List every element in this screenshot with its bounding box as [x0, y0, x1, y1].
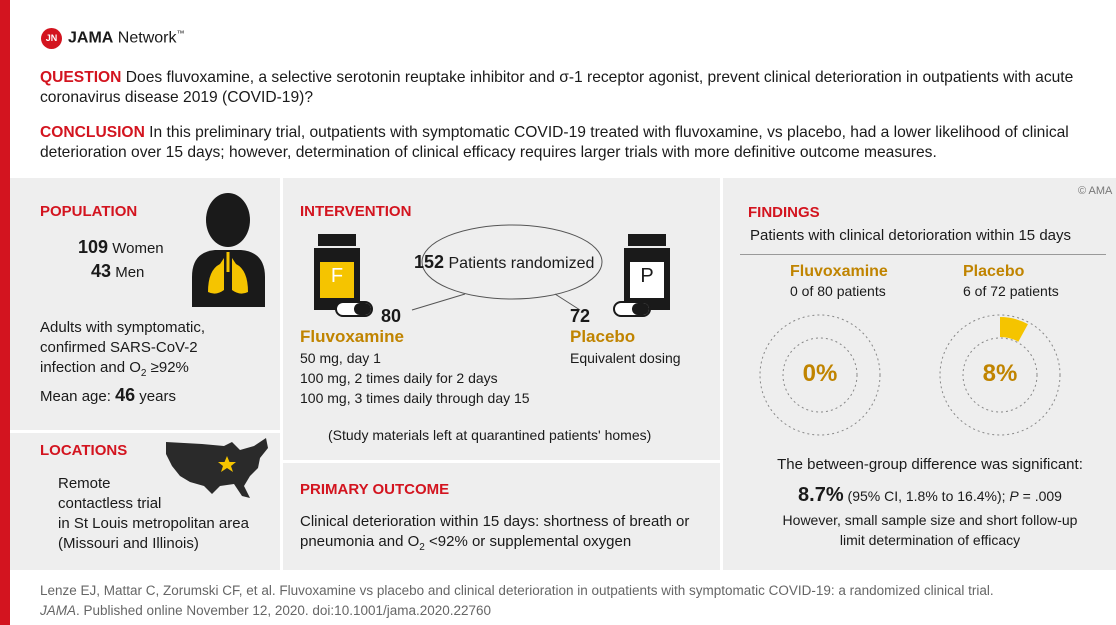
fluvoxamine-detail: 0 of 80 patients	[790, 283, 886, 299]
outcome-panel	[283, 463, 720, 570]
copyright: © AMA	[1078, 185, 1113, 197]
description-tail: ≥92%	[146, 359, 189, 376]
placebo-detail: 6 of 72 patients	[963, 283, 1059, 299]
person-icon	[192, 193, 265, 307]
limitation: However, small sample size and short fol…	[782, 512, 1078, 548]
logo-mark: JN	[41, 28, 62, 49]
subscript: 2	[140, 368, 147, 379]
description-text: Adults with symptomatic, confirmed SARS-…	[40, 319, 206, 376]
location-line: in St Louis metropolitan area	[58, 515, 249, 532]
mean-age-label: Mean age:	[40, 388, 111, 405]
conclusion-text: In this preliminary trial, outpatients w…	[40, 124, 1069, 161]
randomized-label: Patients randomized	[448, 255, 595, 272]
locations-heading: LOCATIONS	[40, 442, 128, 459]
difference: 8.7% (95% CI, 1.8% to 16.4%); P = .009	[730, 484, 1116, 507]
citation: Lenze EJ, Mattar C, Zorumski CF, et al. …	[40, 581, 1110, 621]
dosing-line: 100 mg, 2 times daily for 2 days	[300, 370, 498, 386]
randomized-count: 152	[414, 252, 445, 272]
men-count: 43	[91, 261, 112, 281]
outcome-tail: <92% or supplemental oxygen	[424, 533, 632, 550]
location-line: Remote	[58, 475, 111, 492]
subtitle-rule	[740, 254, 1106, 255]
subscript: 2	[419, 542, 425, 553]
findings-subtitle: Patients with clinical detorioration wit…	[750, 227, 1071, 244]
red-bar	[0, 0, 10, 625]
women-count: 109	[78, 237, 109, 257]
mean-age-unit: years	[139, 388, 176, 405]
placebo-percent: 8%	[982, 360, 1018, 387]
percent-wedge	[1000, 317, 1028, 342]
outcome-heading: PRIMARY OUTCOME	[300, 481, 450, 498]
population-description: Adults with symptomatic, confirmed SARS-…	[40, 318, 255, 384]
fluvoxamine-name: Fluvoxamine	[300, 327, 404, 346]
intervention-note: (Study materials left at quarantined pat…	[328, 427, 652, 443]
citation-authors: Lenze EJ, Mattar C, Zorumski CF, et al. …	[40, 583, 994, 598]
outcome-body: Clinical deterioration within 15 days: s…	[300, 513, 690, 550]
trademark: ™	[176, 29, 185, 38]
citation-details: . Published online November 12, 2020. do…	[76, 603, 492, 618]
bottle-label: F	[330, 265, 344, 287]
randomization-diagram	[411, 224, 603, 311]
question-label: QUESTION	[40, 69, 122, 86]
mean-age-value: 46	[115, 385, 136, 405]
conclusion-label: CONCLUSION	[40, 124, 145, 141]
p-value: = .009	[1018, 488, 1062, 504]
significance: The between-group difference was signifi…	[777, 456, 1083, 473]
findings-heading: FINDINGS	[748, 204, 820, 221]
logo-text: JAMA Network™	[68, 29, 184, 47]
dosing-line: 100 mg, 3 times daily through day 15	[300, 390, 530, 406]
outcome-text: Clinical deterioration within 15 days: s…	[300, 512, 705, 558]
brand-suffix: Network	[117, 29, 177, 47]
question-text: Does fluvoxamine, a selective serotonin …	[40, 69, 1074, 106]
intervention-heading: INTERVENTION	[300, 203, 412, 220]
randomized: 152 Patients randomized	[414, 252, 594, 273]
location-line: contactless trial	[58, 495, 162, 512]
fluvoxamine-count: 80	[381, 306, 402, 326]
location-line: (Missouri and Illinois)	[58, 535, 199, 552]
difference-value: 8.7%	[798, 484, 844, 506]
mean-age: Mean age: 46 years	[40, 385, 176, 406]
women: 109 Women	[78, 237, 164, 258]
p-symbol: P	[1009, 488, 1019, 504]
citation-journal: JAMA	[40, 603, 77, 618]
conclusion: CONCLUSION In this preliminary trial, ou…	[40, 123, 1110, 163]
dosing-line: Equivalent dosing	[570, 350, 681, 366]
question: QUESTION Does fluvoxamine, a selective s…	[40, 68, 1108, 108]
placebo-bottle	[613, 234, 670, 317]
fluvoxamine-percent: 0%	[802, 360, 838, 387]
women-label: Women	[112, 240, 164, 257]
fluvoxamine-dosing: 50 mg, day 1 100 mg, 2 times daily for 2…	[300, 348, 530, 408]
locations-text: Remote contactless trial in St Louis met…	[58, 474, 249, 554]
bottle-label: P	[640, 265, 654, 287]
placebo-name: Placebo	[570, 327, 636, 346]
difference-ci: (95% CI, 1.8% to 16.4%);	[843, 488, 1010, 504]
findings-panel	[723, 178, 1116, 570]
placebo-dosing: Equivalent dosing	[570, 348, 681, 368]
men-label: Men	[115, 264, 145, 281]
population-heading: POPULATION	[40, 203, 138, 220]
men: 43 Men	[91, 261, 144, 282]
fluvoxamine-bottle	[314, 234, 373, 317]
fluvoxamine-name: Fluvoxamine	[790, 263, 888, 280]
placebo-name: Placebo	[963, 263, 1025, 280]
brand: JAMA	[68, 29, 114, 47]
placebo-count: 72	[570, 306, 591, 326]
dosing-line: 50 mg, day 1	[300, 350, 381, 366]
us-map	[166, 438, 268, 498]
